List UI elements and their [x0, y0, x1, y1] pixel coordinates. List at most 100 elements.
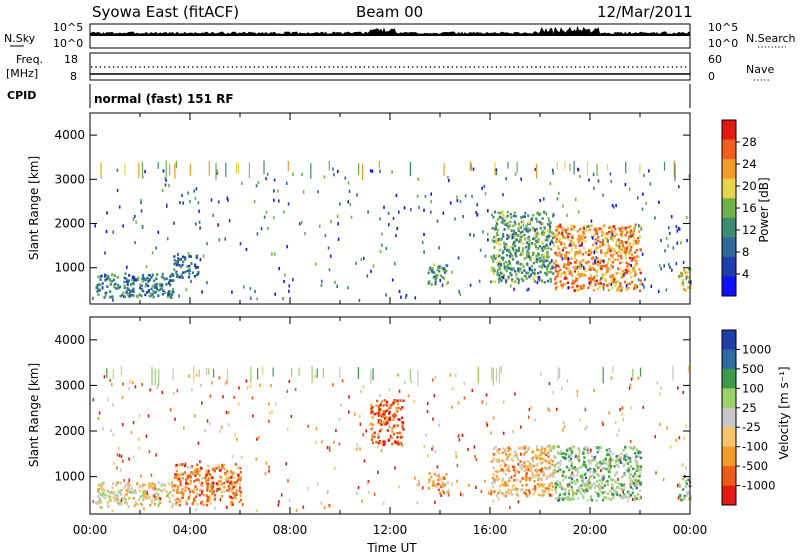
echo-cell: [227, 198, 229, 202]
echo-cell: [223, 489, 225, 493]
echo-cell: [396, 431, 399, 435]
echo-cell: [506, 490, 509, 493]
echo-cell: [556, 264, 559, 268]
echo-cell: [223, 481, 226, 485]
echo-cell: [98, 484, 101, 487]
echo-cell: [536, 231, 539, 235]
echo-cell: [414, 476, 416, 480]
echo-cell: [538, 276, 541, 279]
echo-cell: [556, 197, 559, 201]
echo-cell: [521, 484, 524, 487]
echo-streak: [120, 366, 122, 375]
echo-cell: [382, 501, 385, 506]
echo-cell: [611, 280, 615, 283]
echo-cell: [682, 390, 685, 394]
echo-cell: [511, 280, 514, 283]
echo-cell: [616, 433, 619, 437]
echo-cell: [563, 492, 566, 496]
echo-cell: [328, 448, 331, 452]
nsearch-tick-top: 10^5: [708, 21, 738, 34]
date-label: 12/Mar/2011: [597, 3, 693, 21]
echo-cell: [239, 498, 243, 502]
echo-cell: [121, 395, 124, 400]
echo-cell: [639, 465, 643, 469]
echo-cell: [358, 415, 361, 419]
echo-cell: [178, 258, 181, 261]
echo-cell: [379, 441, 382, 445]
echo-cell: [585, 425, 588, 429]
echo-cell: [513, 474, 516, 478]
echo-cell: [636, 236, 640, 240]
echo-cell: [519, 231, 522, 234]
echo-cell: [502, 249, 505, 253]
echo-cell: [638, 235, 641, 238]
echo-cell: [401, 406, 404, 409]
echo-cell: [175, 463, 178, 467]
echo-cell: [678, 494, 681, 497]
echo-streak: [106, 368, 108, 378]
echo-cell: [580, 233, 583, 237]
echo-cell: [370, 407, 373, 410]
echo-cell: [682, 284, 685, 287]
echo-cell: [370, 269, 372, 273]
echo-cell: [572, 491, 574, 495]
echo-cell: [481, 186, 483, 190]
echo-cell: [685, 466, 687, 470]
echo-cell: [152, 290, 155, 293]
echo-cell: [583, 407, 586, 411]
echo-cell: [198, 493, 201, 497]
echo-cell: [336, 284, 338, 288]
echo-cell: [621, 275, 624, 278]
echo-cell: [430, 210, 432, 214]
echo-cell: [132, 275, 135, 279]
echo-cell: [123, 286, 126, 290]
echo-cell: [629, 482, 631, 486]
echo-cell: [254, 289, 256, 294]
echo-cell: [188, 374, 190, 378]
echo-cell: [209, 422, 211, 426]
echo-cell: [569, 457, 572, 461]
echo-cell: [548, 484, 551, 488]
echo-cell: [496, 270, 499, 274]
echo-cell: [186, 265, 189, 268]
echo-cell: [321, 279, 323, 283]
echo-cell: [656, 381, 659, 385]
echo-cell: [377, 405, 381, 409]
echo-cell: [176, 389, 179, 393]
echo-cell: [687, 280, 690, 284]
echo-cell: [207, 482, 210, 485]
echo-cell: [211, 476, 214, 479]
echo-cell: [563, 475, 566, 478]
echo-cell: [546, 271, 549, 274]
echo-cell: [186, 466, 189, 470]
echo-cell: [416, 483, 419, 487]
echo-cell: [514, 471, 517, 475]
echo-cell: [179, 265, 182, 269]
echo-cell: [560, 283, 563, 287]
echo-streak: [569, 163, 571, 172]
echo-cell: [427, 282, 430, 286]
echo-cell: [240, 491, 243, 494]
echo-cell: [447, 481, 450, 484]
echo-cell: [125, 492, 128, 496]
echo-cell: [128, 478, 130, 482]
echo-cell: [317, 482, 319, 486]
echo-cell: [570, 233, 574, 237]
echo-cell: [613, 225, 616, 228]
echo-cell: [638, 475, 641, 478]
echo-cell: [209, 489, 212, 492]
echo-cell: [594, 490, 597, 494]
echo-cell: [96, 286, 99, 289]
echo-cell: [508, 476, 511, 480]
echo-cell: [576, 390, 579, 394]
echo-cell: [635, 248, 638, 252]
echo-cell: [660, 267, 662, 271]
echo-cell: [624, 268, 627, 272]
echo-cell: [504, 447, 507, 451]
echo-cell: [183, 426, 185, 430]
echo-cell: [528, 255, 530, 259]
echo-cell: [447, 175, 449, 180]
echo-cell: [432, 263, 436, 266]
echo-streak: [612, 366, 614, 374]
echo-cell: [218, 469, 221, 472]
